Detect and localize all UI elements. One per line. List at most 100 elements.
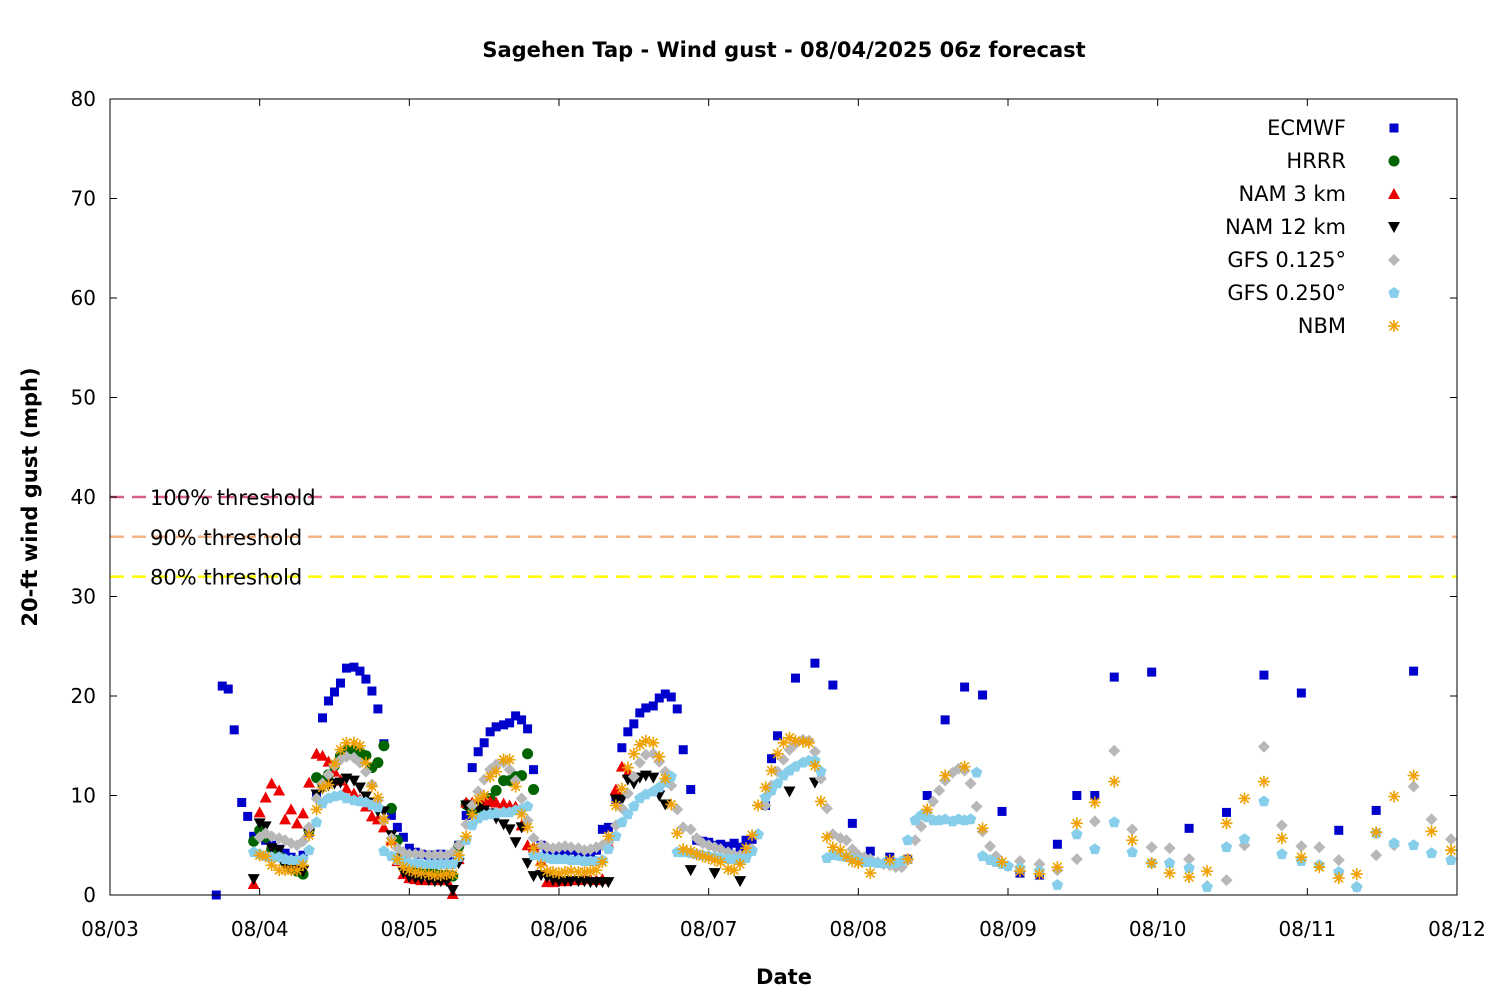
- data-point: [253, 849, 266, 862]
- data-point: [303, 844, 315, 856]
- data-point: [1409, 666, 1419, 676]
- y-tick-label: 80: [71, 87, 96, 111]
- data-point: [527, 871, 540, 883]
- data-point: [759, 781, 772, 794]
- data-point: [223, 684, 233, 694]
- data-point: [1108, 744, 1121, 757]
- data-point: [527, 842, 540, 855]
- data-point: [684, 865, 697, 877]
- data-point: [1258, 795, 1270, 807]
- data-point: [741, 835, 751, 845]
- y-axis-label: 20-ft wind gust (mph): [18, 367, 42, 626]
- data-point: [603, 822, 613, 832]
- data-point: [403, 864, 416, 877]
- data-point: [686, 785, 696, 795]
- data-point: [1070, 853, 1083, 866]
- data-point: [1089, 843, 1101, 855]
- data-point: [678, 745, 688, 755]
- data-point: [490, 796, 503, 808]
- data-point: [1108, 775, 1121, 788]
- data-point: [633, 738, 646, 751]
- data-point: [1088, 796, 1101, 809]
- data-point: [596, 856, 609, 869]
- data-point: [1334, 825, 1344, 835]
- data-point: [964, 777, 977, 790]
- data-point: [490, 765, 503, 778]
- data-point: [584, 865, 597, 878]
- data-point: [460, 830, 473, 843]
- data-point: [353, 782, 366, 794]
- data-point: [765, 764, 778, 777]
- data-point: [347, 736, 360, 749]
- data-point: [1257, 740, 1270, 753]
- data-point: [484, 770, 497, 783]
- data-point: [1201, 865, 1214, 878]
- data-point: [1033, 858, 1046, 871]
- data-point: [808, 759, 821, 772]
- data-point: [415, 848, 428, 861]
- data-point: [734, 876, 747, 888]
- data-point: [517, 715, 527, 725]
- data-point: [690, 848, 703, 861]
- legend-label: HRRR: [1286, 149, 1346, 173]
- data-point: [597, 824, 607, 834]
- data-point: [1257, 775, 1270, 788]
- data-point: [1088, 815, 1101, 828]
- data-point: [303, 776, 316, 788]
- data-point: [996, 856, 1009, 869]
- legend-marker: [1388, 222, 1400, 233]
- data-point: [615, 794, 628, 806]
- series-nbm: [253, 731, 1458, 885]
- data-point: [1371, 805, 1381, 815]
- data-point: [647, 772, 660, 784]
- data-point: [285, 803, 298, 815]
- data-point: [1332, 872, 1345, 885]
- data-point: [415, 858, 427, 869]
- data-point: [814, 795, 827, 808]
- data-point: [627, 778, 640, 790]
- data-point: [696, 850, 709, 863]
- data-point: [365, 780, 378, 793]
- data-point: [1445, 854, 1457, 865]
- x-axis-label: Date: [756, 965, 812, 989]
- legend-label: NBM: [1298, 314, 1346, 338]
- data-point: [909, 834, 922, 847]
- data-point: [472, 785, 485, 798]
- data-point: [958, 760, 971, 773]
- data-point: [734, 858, 747, 871]
- y-tick-label: 0: [83, 883, 96, 907]
- data-point: [834, 844, 847, 857]
- y-axis-ticks: 0 10 20 30 40 50 60 70 80: [71, 87, 1457, 907]
- data-point: [970, 766, 983, 778]
- data-point: [1295, 851, 1308, 864]
- data-point: [377, 813, 390, 826]
- data-point: [259, 850, 272, 863]
- data-point: [1275, 832, 1288, 845]
- data-point: [1350, 868, 1363, 881]
- data-point: [828, 680, 838, 690]
- x-axis-ticks: 08/03 08/04 08/05 08/06 08/07 08/08 08/09 08/10…: [81, 99, 1486, 941]
- legend-marker: [1388, 287, 1400, 298]
- data-point: [503, 753, 516, 766]
- data-point: [609, 799, 622, 812]
- data-point: [1351, 881, 1363, 892]
- data-point: [777, 736, 790, 749]
- data-point: [467, 763, 477, 773]
- data-point: [1071, 828, 1083, 840]
- data-point: [491, 722, 501, 732]
- data-point: [265, 777, 278, 789]
- data-point: [385, 802, 397, 814]
- x-tick-label: 08/04: [231, 917, 289, 941]
- data-point: [1126, 846, 1138, 858]
- data-point: [840, 834, 853, 847]
- data-point: [1425, 813, 1438, 826]
- plot-frame: [109, 98, 1458, 896]
- data-point: [1220, 841, 1233, 853]
- data-point: [740, 842, 753, 855]
- data-point: [310, 816, 323, 828]
- data-point: [639, 748, 652, 761]
- x-tick-label: 08/03: [81, 917, 139, 941]
- data-point: [1163, 867, 1176, 880]
- data-point: [1388, 837, 1400, 849]
